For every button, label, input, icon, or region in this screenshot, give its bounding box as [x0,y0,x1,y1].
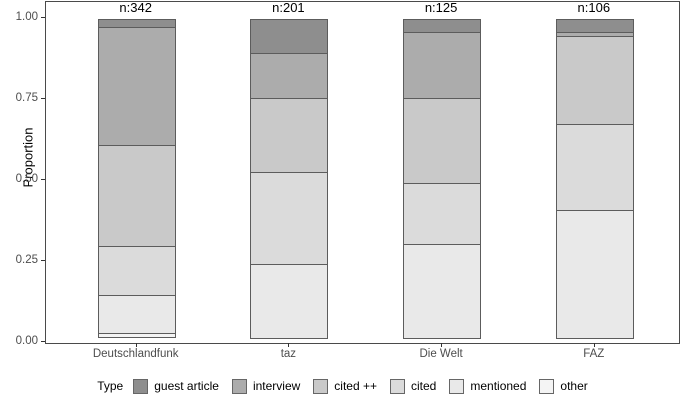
bar-segment-cited-++ [403,97,482,184]
y-tick-mark [41,179,45,180]
bar-segment-cited [97,245,176,296]
legend-swatch [390,378,405,394]
x-tick-mark [441,343,443,347]
legend-item-label: guest article [154,379,219,393]
legend-item-interview: interview [231,378,301,394]
bar-segment-guest-article [555,18,634,33]
y-tick-label: 1.00 [15,11,38,23]
legend-item-label: interview [252,379,301,393]
bar-segment-interview [403,31,482,99]
legend-item-guest-article: guest article [133,378,219,394]
bar-segment-cited [555,123,634,211]
bar-count-label: n:125 [424,0,458,15]
x-tick-mark [593,343,595,347]
bar-segment-cited [250,171,329,266]
legend-item-label: mentioned [470,379,527,393]
x-tick-label: Die Welt [419,348,463,360]
legend-swatch [313,378,329,394]
y-tick-mark [41,341,45,342]
bar-segment-cited-++ [250,97,329,173]
legend-item-cited-++: cited ++ [313,378,377,394]
stacked-bar-faz [555,18,634,343]
legend-item-label: cited ++ [334,379,377,393]
bar-segment-interview [250,52,329,99]
bar-segment-guest-article [403,18,482,33]
x-tick-mark [288,343,290,347]
bar-segment-mentioned [250,264,329,339]
stacked-bar-die-welt [403,18,482,343]
legend-items: guest article interview cited ++ cited menti… [133,378,588,394]
bar-count-label: n:106 [577,0,611,15]
legend-swatch [539,378,555,394]
legend-swatch [133,378,149,394]
legend-item-mentioned: mentioned [449,378,527,394]
y-tick-label: 0.75 [15,92,38,104]
legend-swatch [231,378,247,394]
y-tick-label: 0.25 [15,254,38,266]
legend-item-label: cited [411,379,437,393]
bar-segment-guest-article [250,18,329,54]
y-tick-label: 0.00 [15,335,38,347]
legend-item-cited: cited [390,378,437,394]
x-tick-label: taz [280,348,297,360]
bar-segment-mentioned [403,244,482,339]
legend-title: Type [97,379,124,393]
y-tick-mark [41,98,45,99]
x-tick-mark [135,343,137,347]
bar-segment-interview [97,27,176,147]
stacked-bar-taz [250,18,329,343]
bar-count-label: n:201 [272,0,305,15]
y-tick-mark [41,260,45,261]
plot-panel [45,1,680,344]
legend-item-other: other [539,378,588,394]
legend: Type guest article interview cited ++ cited… [0,373,685,399]
bar-segment-cited-++ [97,145,176,247]
bar-segment-mentioned [97,294,176,335]
y-tick-mark [41,17,45,18]
bar-segment-mentioned [555,210,634,339]
x-tick-label: Deutschlandfunk [92,348,179,360]
legend-item-label: other [560,379,588,393]
x-tick-label: FAZ [583,348,605,360]
legend-swatch [449,378,465,394]
stacked-bar-deutschlandfunk [97,18,176,343]
bar-segment-other [97,333,176,338]
bar-segment-cited [403,182,482,245]
bar-count-label: n:342 [119,0,152,15]
bar-segment-cited-++ [555,36,634,125]
y-tick-label: 0.50 [15,173,38,185]
